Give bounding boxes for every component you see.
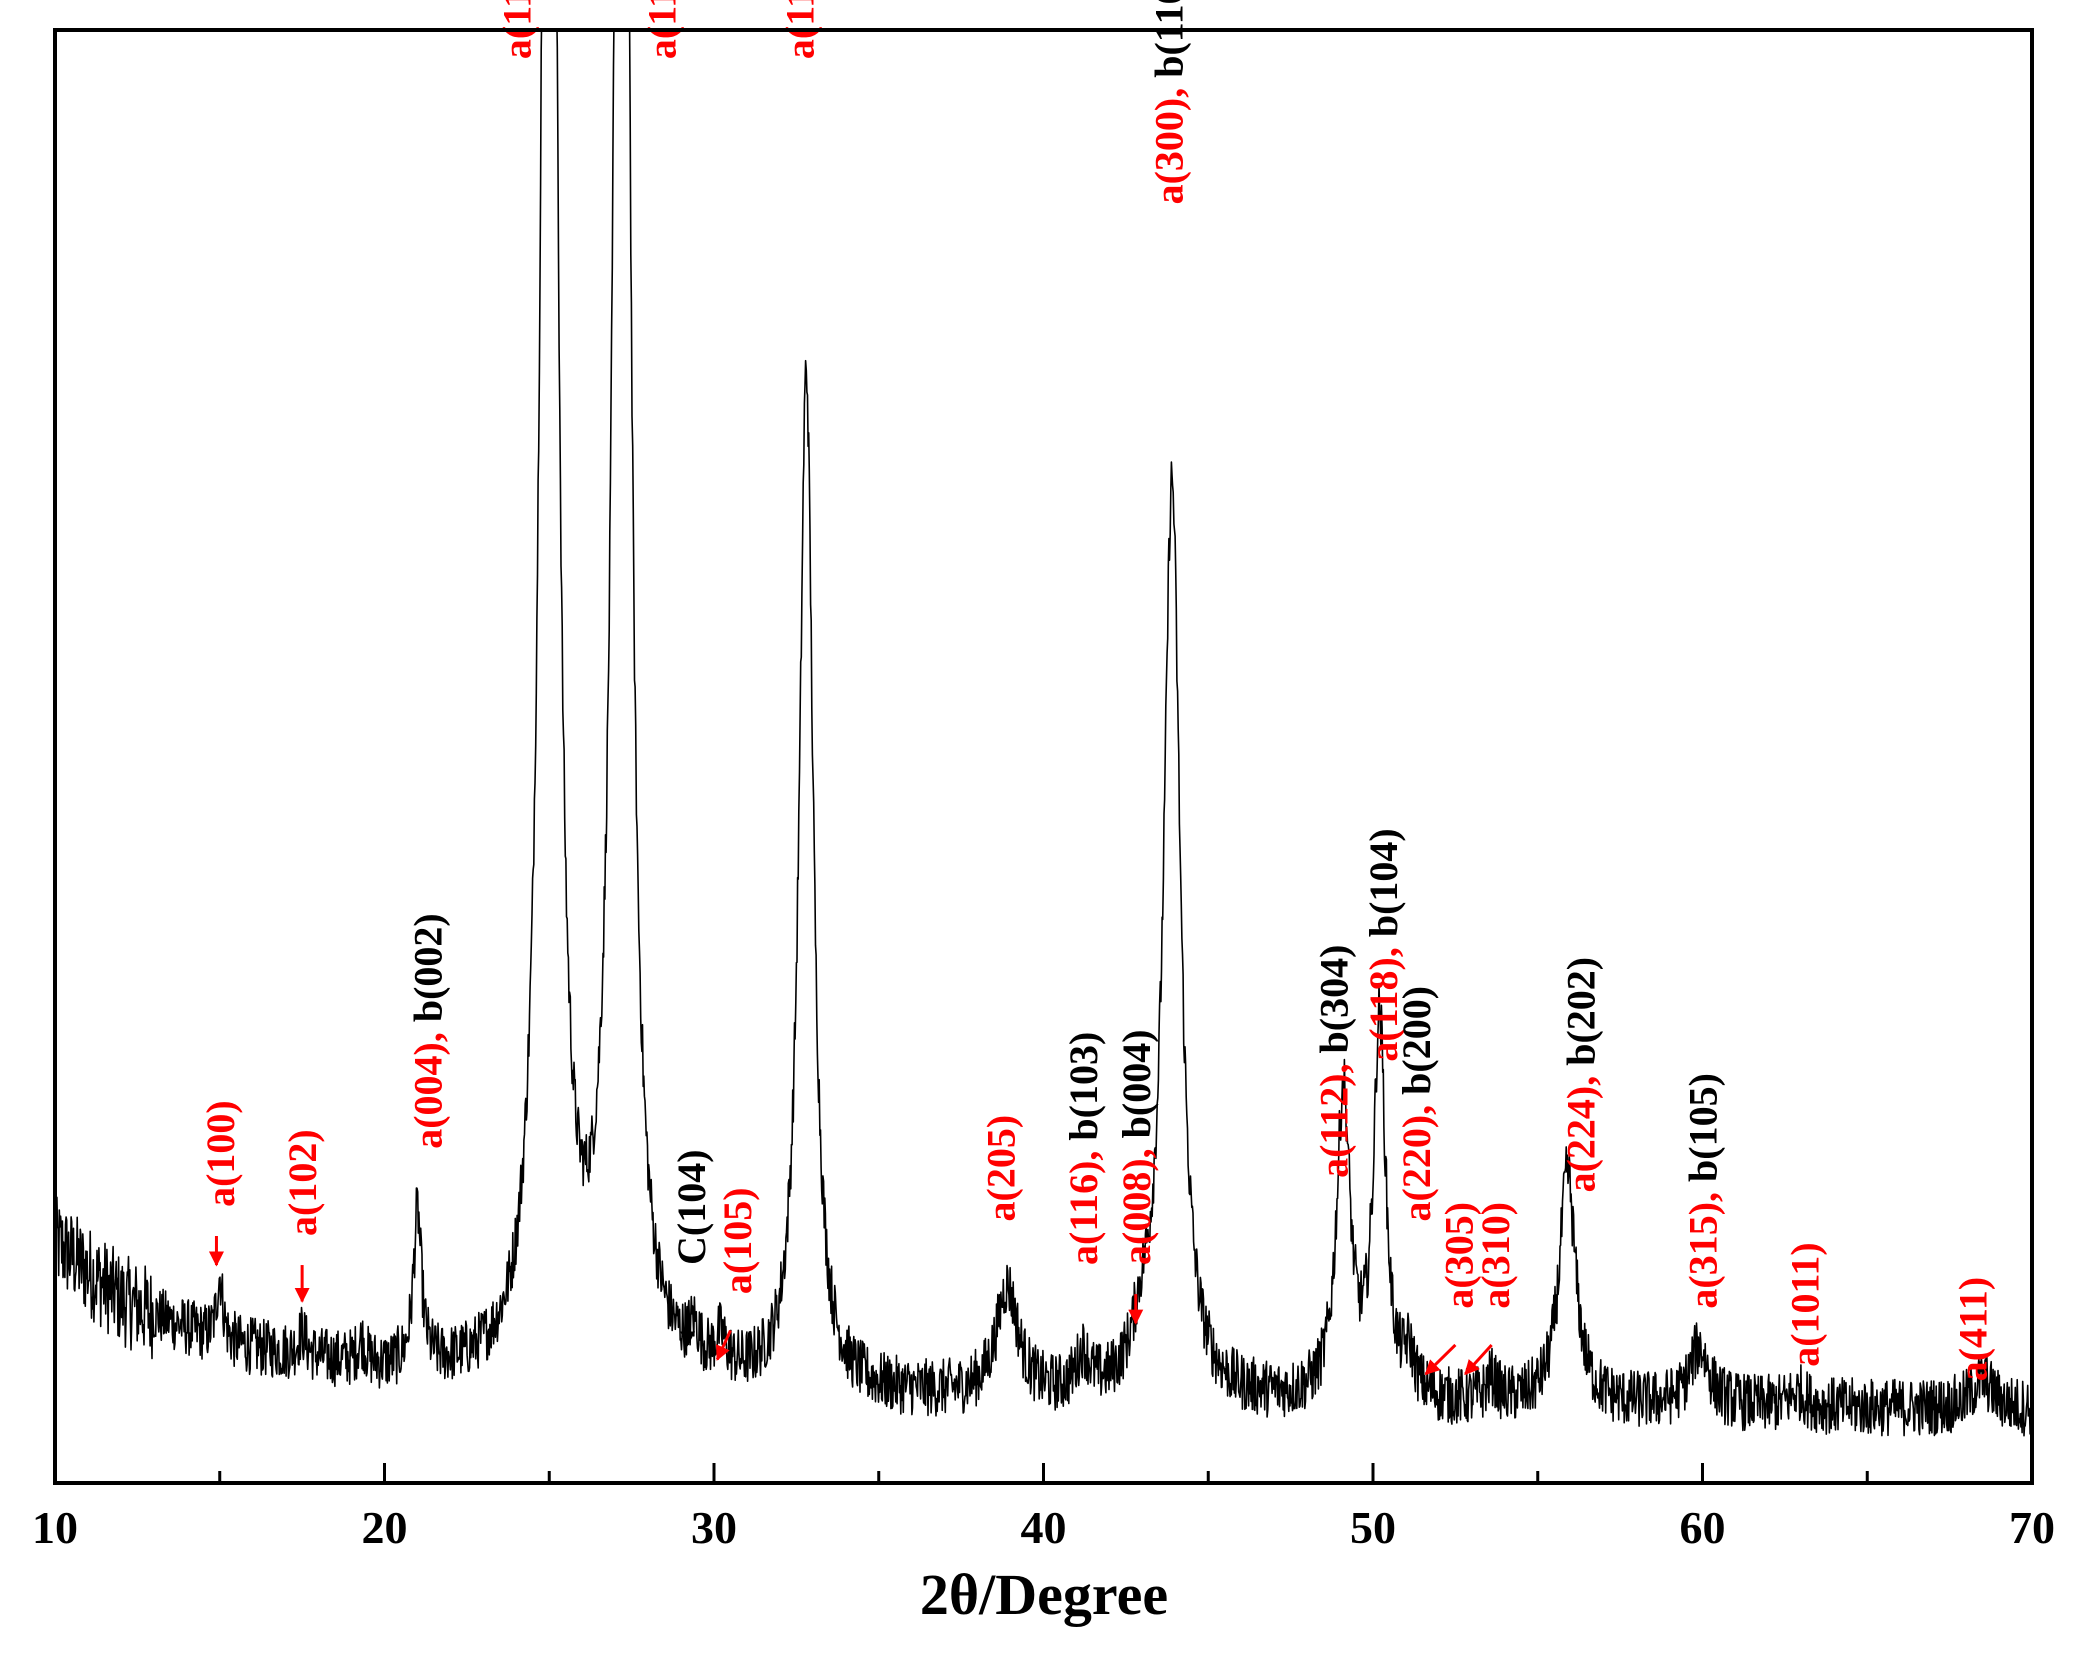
peak-label: a(315), b(105) xyxy=(1681,1073,1726,1309)
plot-frame xyxy=(53,28,2034,1485)
peak-arrows xyxy=(208,1235,1493,1376)
x-tick-label: 40 xyxy=(1021,1502,1067,1553)
xrd-series xyxy=(55,30,2032,1437)
peak-label: a(008), b(004) xyxy=(1114,1029,1159,1265)
peak-label: a(004), b(002) xyxy=(405,913,450,1149)
peak-label: a(116), b(103) xyxy=(1061,1032,1106,1265)
peak-label: a(118), b(104) xyxy=(1361,828,1406,1061)
phase-a-label: a(305) xyxy=(1437,1202,1482,1309)
phase-b-label: b(004) xyxy=(1114,1029,1159,1138)
peak-arrow xyxy=(1424,1343,1457,1376)
peak-label: a(305) xyxy=(1437,1202,1482,1309)
peak-label: C(104) xyxy=(669,1149,714,1265)
peak-label: a(220), b(200) xyxy=(1394,986,1439,1222)
peak-label: a(1011) xyxy=(1783,1242,1828,1366)
peak-label: a(205) xyxy=(979,1115,1024,1222)
x-tick-label: 30 xyxy=(691,1502,737,1553)
peak-label: a(105) xyxy=(715,1187,760,1294)
x-axis-title: 2θ/Degree xyxy=(920,1562,1168,1627)
phase-a-label: a(1011) xyxy=(1783,1242,1828,1366)
phase-a-label: a(116), xyxy=(1061,1141,1106,1265)
x-axis-ticks: 10 20 30 40 50 60 70 xyxy=(32,1463,2055,1553)
phase-a-label: a(105) xyxy=(715,1187,760,1294)
phase-a-label: a(004), xyxy=(405,1022,450,1149)
phase-b-label: b(104) xyxy=(1361,828,1406,937)
phase-a-label: a(411) xyxy=(1951,1277,1996,1381)
peak-annotations: a(110), b(100)a(112), b(101)a(114), b(10… xyxy=(198,0,1996,1381)
phase-a-label: a(224), xyxy=(1559,1066,1604,1193)
phase-b-label: b(200) xyxy=(1394,986,1439,1095)
x-tick-label: 20 xyxy=(362,1502,408,1553)
phase-a-label: a(310) xyxy=(1473,1202,1518,1309)
phase-c-label: C(104) xyxy=(669,1149,714,1265)
phase-b-label: b(105) xyxy=(1681,1073,1726,1182)
peak-label: a(100) xyxy=(198,1100,243,1207)
phase-a-label: a(315), xyxy=(1681,1182,1726,1309)
phase-b-label: b(002) xyxy=(405,913,450,1022)
phase-a-label: a(100) xyxy=(198,1100,243,1207)
phase-a-label: a(300), xyxy=(1147,78,1192,205)
peak-label: a(300), b(110) xyxy=(1147,0,1192,204)
peak-arrow xyxy=(715,1329,732,1361)
peak-label: a(310) xyxy=(1473,1202,1518,1309)
phase-a-label: a(205) xyxy=(979,1115,1024,1222)
phase-b-label: b(103) xyxy=(1061,1032,1106,1141)
phase-a-label: a(008), xyxy=(1114,1138,1159,1265)
x-tick-label: 50 xyxy=(1350,1502,1396,1553)
phase-b-label: b(110) xyxy=(1147,0,1192,78)
peak-label: a(224), b(202) xyxy=(1559,957,1604,1193)
peak-label: a(102) xyxy=(280,1129,325,1236)
x-tick-label: 70 xyxy=(2009,1502,2055,1553)
phase-a-label: a(118), xyxy=(1361,937,1406,1061)
phase-b-label: b(202) xyxy=(1559,957,1604,1066)
peak-arrow xyxy=(1464,1343,1493,1376)
x-tick-label: 60 xyxy=(1680,1502,1726,1553)
peak-label: a(112), b(304) xyxy=(1312,945,1357,1178)
phase-a-label: a(112), xyxy=(1312,1053,1357,1177)
x-tick-label: 10 xyxy=(32,1502,78,1553)
peak-label: a(411) xyxy=(1951,1277,1996,1381)
xrd-pattern-line xyxy=(55,30,2032,1437)
phase-b-label: b(304) xyxy=(1312,945,1357,1054)
phase-a-label: a(102) xyxy=(280,1129,325,1236)
phase-a-label: a(220), xyxy=(1394,1095,1439,1222)
